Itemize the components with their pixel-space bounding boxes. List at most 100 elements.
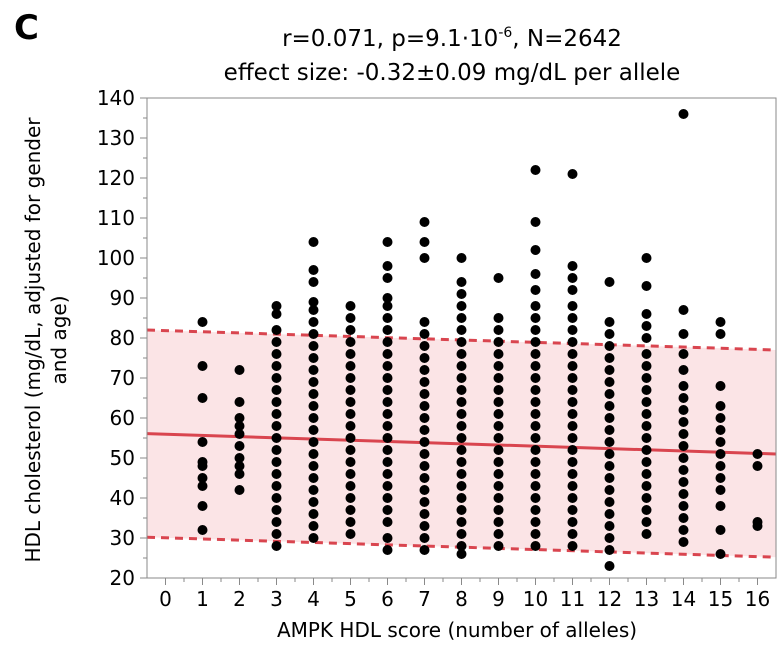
data-point: [678, 537, 689, 547]
data-point: [678, 329, 689, 339]
data-point: [419, 237, 430, 247]
data-point: [271, 517, 282, 527]
data-point: [271, 457, 282, 467]
data-point: [715, 485, 726, 495]
y-axis-label-line2: and age): [47, 295, 71, 384]
x-tick-label: 14: [671, 587, 696, 611]
data-point: [530, 469, 541, 479]
data-point: [197, 461, 208, 471]
data-point: [271, 433, 282, 443]
data-point: [493, 529, 504, 539]
data-point: [567, 445, 578, 455]
data-point: [456, 433, 467, 443]
data-point: [419, 329, 430, 339]
data-point: [493, 373, 504, 383]
data-point: [382, 337, 393, 347]
data-point: [419, 485, 430, 495]
data-point: [234, 485, 245, 495]
data-point: [345, 385, 356, 395]
data-point: [382, 301, 393, 311]
data-point: [456, 541, 467, 551]
data-point: [604, 521, 615, 531]
data-point: [271, 541, 282, 551]
data-point: [715, 381, 726, 391]
data-point: [456, 337, 467, 347]
data-point: [234, 441, 245, 451]
data-point: [641, 493, 652, 503]
data-point: [715, 437, 726, 447]
data-point: [530, 457, 541, 467]
data-point: [456, 469, 467, 479]
data-point: [493, 325, 504, 335]
y-tick-label: 100: [97, 246, 135, 270]
data-point: [345, 337, 356, 347]
data-point: [419, 533, 430, 543]
x-tick-label: 5: [344, 587, 357, 611]
data-point: [271, 309, 282, 319]
data-point: [567, 517, 578, 527]
data-point: [308, 277, 319, 287]
x-axis: 0 1 2 3 4 5 6 7 8 9 10 11 12 13 14 15 16: [159, 578, 770, 611]
data-point: [493, 481, 504, 491]
x-tick-label: 11: [560, 587, 585, 611]
data-point: [308, 389, 319, 399]
x-tick-label: 7: [418, 587, 431, 611]
data-point: [382, 457, 393, 467]
data-point: [641, 373, 652, 383]
x-tick-label: 3: [270, 587, 283, 611]
data-point: [530, 361, 541, 371]
data-point: [456, 397, 467, 407]
data-point: [604, 497, 615, 507]
data-point: [456, 421, 467, 431]
data-point: [382, 469, 393, 479]
data-point: [308, 353, 319, 363]
data-point: [678, 365, 689, 375]
data-point: [678, 305, 689, 315]
data-point: [530, 337, 541, 347]
data-point: [419, 317, 430, 327]
data-point: [382, 505, 393, 515]
data-point: [715, 501, 726, 511]
data-point: [715, 317, 726, 327]
data-point: [308, 425, 319, 435]
data-point: [715, 425, 726, 435]
x-tick-label: 0: [159, 587, 172, 611]
data-point: [382, 385, 393, 395]
data-point: [382, 545, 393, 555]
data-point: [382, 397, 393, 407]
data-point: [419, 509, 430, 519]
data-point: [604, 317, 615, 327]
data-point: [715, 461, 726, 471]
data-point: [678, 349, 689, 359]
data-point: [345, 313, 356, 323]
data-point: [530, 217, 541, 227]
data-point: [604, 545, 615, 555]
data-point: [604, 533, 615, 543]
data-point: [641, 253, 652, 263]
data-point: [419, 341, 430, 351]
data-point: [567, 325, 578, 335]
x-tick-label: 2: [233, 587, 246, 611]
y-tick-label: 120: [97, 166, 135, 190]
data-point: [678, 501, 689, 511]
data-point: [345, 361, 356, 371]
data-point: [345, 301, 356, 311]
data-point: [419, 461, 430, 471]
y-tick-label: 80: [110, 326, 135, 350]
data-point: [641, 433, 652, 443]
data-point: [456, 301, 467, 311]
data-point: [419, 521, 430, 531]
data-point: [604, 353, 615, 363]
data-point: [456, 493, 467, 503]
data-point: [419, 377, 430, 387]
data-point: [567, 349, 578, 359]
data-point: [382, 361, 393, 371]
data-point: [345, 421, 356, 431]
data-point: [197, 317, 208, 327]
data-point: [456, 385, 467, 395]
data-point: [308, 533, 319, 543]
data-point: [419, 401, 430, 411]
data-point: [234, 429, 245, 439]
data-point: [271, 385, 282, 395]
data-point: [382, 373, 393, 383]
